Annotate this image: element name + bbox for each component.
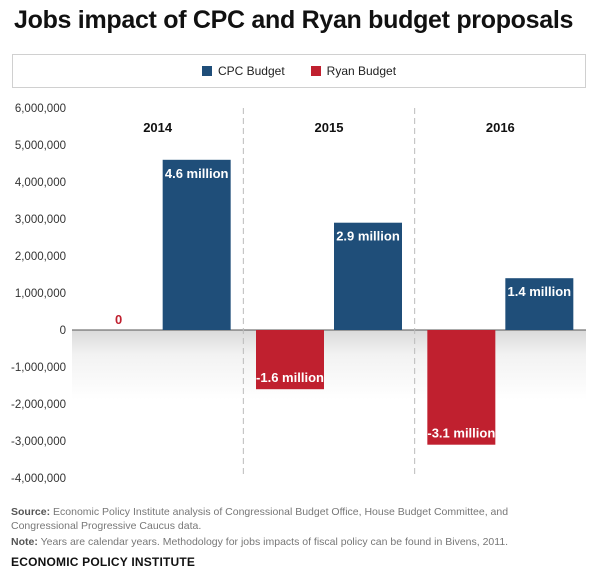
data-label: 2.9 million	[336, 229, 400, 244]
publisher-footer: ECONOMIC POLICY INSTITUTE	[11, 555, 196, 569]
y-tick-label: 6,000,000	[15, 103, 66, 115]
legend-swatch-cpc	[201, 66, 212, 76]
source-text: Economic Policy Institute analysis of Co…	[11, 506, 509, 532]
legend-swatch-ryan	[310, 66, 321, 76]
category-label: 2014	[143, 120, 173, 135]
y-tick-label: -4,000,000	[11, 473, 66, 485]
legend: CPC Budget Ryan Budget	[12, 54, 586, 88]
bar-cpc-budget	[334, 222, 402, 330]
y-tick-label: 5,000,000	[15, 140, 66, 152]
legend-label-ryan: Ryan Budget	[326, 64, 397, 78]
y-tick-label: -1,000,000	[11, 362, 66, 374]
data-label: 4.6 million	[165, 166, 229, 181]
bar-cpc-budget	[505, 278, 574, 330]
y-tick-label: 4,000,000	[15, 177, 66, 189]
category-label: 2015	[315, 120, 344, 135]
negative-region-shade	[72, 330, 586, 400]
legend-item-ryan: Ryan Budget	[310, 64, 397, 78]
legend-item-cpc: CPC Budget	[201, 64, 285, 78]
methodology-note: Note: Years are calendar years. Methodol…	[11, 535, 571, 549]
data-label: 0	[115, 312, 122, 327]
legend-label-cpc: CPC Budget	[217, 64, 285, 78]
y-tick-label: -2,000,000	[11, 399, 66, 411]
y-tick-label: 2,000,000	[15, 251, 66, 263]
note-text: Years are calendar years. Methodology fo…	[40, 536, 509, 548]
source-note: Source: Economic Policy Institute analys…	[11, 505, 571, 533]
source-label: Source:	[11, 506, 51, 518]
y-tick-label: 0	[60, 325, 66, 337]
bar-ryan-budget	[256, 330, 324, 390]
chart-title: Jobs impact of CPC and Ryan budget propo…	[14, 6, 574, 34]
y-tick-label: -3,000,000	[11, 436, 66, 448]
bar-chart: 6,000,000 5,000,000 4,000,000 3,000,000 2,00…	[11, 103, 586, 485]
bar-ryan-budget	[427, 330, 496, 445]
y-tick-label: 3,000,000	[15, 214, 66, 226]
data-label: -3.1 million	[427, 426, 495, 441]
category-label: 2016	[486, 120, 515, 135]
note-label: Note:	[11, 536, 38, 548]
bar-cpc-budget	[162, 159, 231, 330]
y-tick-label: 1,000,000	[15, 288, 66, 300]
data-label: -1.6 million	[256, 370, 324, 385]
data-label: 1.4 million	[508, 284, 572, 299]
